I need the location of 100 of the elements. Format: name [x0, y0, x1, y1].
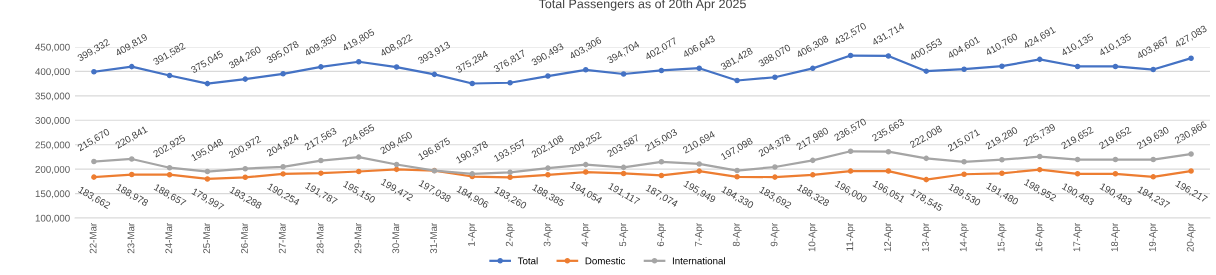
- point: [582, 169, 589, 175]
- point: [620, 164, 627, 171]
- point: [923, 68, 930, 74]
- y-tick-label: 350,000: [35, 92, 70, 101]
- point: [280, 71, 286, 77]
- point: [620, 170, 627, 177]
- point: [696, 168, 703, 174]
- point: [885, 168, 892, 174]
- point: [772, 74, 778, 81]
- point: [961, 159, 967, 165]
- x-tick-label: 9-Apr: [770, 223, 780, 247]
- x-tick-label: 13-Apr: [921, 223, 931, 252]
- point: [545, 172, 551, 178]
- y-tick-label: 200,000: [35, 165, 70, 174]
- point: [280, 164, 286, 170]
- x-tick-label: 4-Apr: [581, 223, 591, 247]
- y-tick-label: 100,000: [35, 214, 70, 223]
- point: [961, 66, 967, 72]
- point: [128, 63, 135, 70]
- point: [318, 157, 324, 164]
- point: [1112, 171, 1119, 177]
- x-tick-label: 1-Apr: [468, 223, 477, 246]
- point: [923, 176, 930, 183]
- point: [431, 71, 438, 78]
- point: [885, 148, 892, 155]
- point: [734, 174, 740, 180]
- point: [393, 161, 400, 168]
- point: [620, 71, 627, 77]
- x-tick-label: 23-Mar: [127, 223, 135, 254]
- point: [961, 171, 967, 178]
- point: [999, 63, 1005, 69]
- point: [128, 171, 135, 178]
- point: [91, 158, 97, 165]
- x-tick-label: 18-Apr: [1111, 223, 1120, 252]
- point: [355, 58, 362, 65]
- point: [166, 171, 173, 178]
- point: [999, 170, 1005, 177]
- x-tick-label: 10-Apr: [808, 223, 818, 252]
- legend-label: Domestic: [585, 257, 626, 265]
- point: [318, 170, 324, 176]
- point: [545, 73, 551, 79]
- y-tick-label: 150,000: [35, 190, 70, 199]
- point: [1036, 166, 1043, 173]
- point: [507, 79, 513, 86]
- point: [696, 65, 703, 71]
- x-tick-label: 22-Mar: [89, 223, 97, 254]
- x-tick-label: 30-Mar: [392, 223, 400, 254]
- point: [1074, 63, 1081, 70]
- x-tick-label: 17-Apr: [1073, 223, 1083, 252]
- point: [734, 77, 740, 84]
- point: [1188, 151, 1194, 157]
- x-tick-label: 11-Apr: [846, 223, 856, 251]
- point: [393, 166, 400, 173]
- point: [847, 168, 854, 174]
- point: [809, 65, 816, 72]
- point: [128, 156, 135, 162]
- point: [1150, 156, 1157, 163]
- x-tick-label: 27-Mar: [278, 223, 286, 254]
- legend-label: International: [672, 257, 725, 265]
- point: [242, 174, 249, 181]
- x-tick-label: 24-Mar: [165, 223, 173, 254]
- x-tick-label: 28-Mar: [316, 223, 324, 254]
- chart-title: Total Passengers as of 20th Apr 2025: [538, 0, 746, 11]
- x-tick-label: 20-Apr: [1186, 223, 1196, 252]
- point: [847, 52, 854, 59]
- point: [658, 172, 665, 179]
- point: [734, 167, 740, 174]
- point: [242, 76, 249, 82]
- point: [318, 64, 324, 70]
- x-tick-label: 31-Mar: [430, 223, 438, 254]
- point: [1150, 66, 1157, 73]
- x-tick-label: 14-Apr: [959, 223, 969, 252]
- x-tick-label: 7-Apr: [695, 223, 704, 247]
- point: [280, 171, 286, 177]
- point: [582, 161, 589, 168]
- x-tick-label: 5-Apr: [619, 223, 629, 247]
- point: [1036, 153, 1043, 160]
- y-tick-label: 450,000: [35, 43, 70, 52]
- x-tick-label: 3-Apr: [543, 223, 553, 247]
- x-tick-label: 19-Apr: [1148, 223, 1158, 252]
- point: [999, 156, 1005, 163]
- point: [772, 164, 778, 170]
- point: [166, 164, 173, 171]
- point: [658, 67, 665, 74]
- point: [204, 80, 211, 87]
- point: [1150, 174, 1157, 180]
- point: [204, 168, 211, 175]
- x-tick-label: 26-Mar: [240, 223, 248, 254]
- x-tick-label: 8-Apr: [732, 223, 742, 247]
- point: [1074, 156, 1081, 163]
- point: [809, 172, 816, 178]
- x-tick-label: 25-Mar: [203, 223, 211, 254]
- point: [772, 174, 778, 180]
- x-tick-label: 2-Apr: [505, 223, 515, 247]
- point: [507, 174, 513, 181]
- point: [1188, 55, 1194, 61]
- x-tick-label: 29-Mar: [354, 223, 362, 254]
- x-tick-label: 6-Apr: [657, 223, 666, 247]
- point: [91, 68, 97, 75]
- point: [885, 53, 892, 59]
